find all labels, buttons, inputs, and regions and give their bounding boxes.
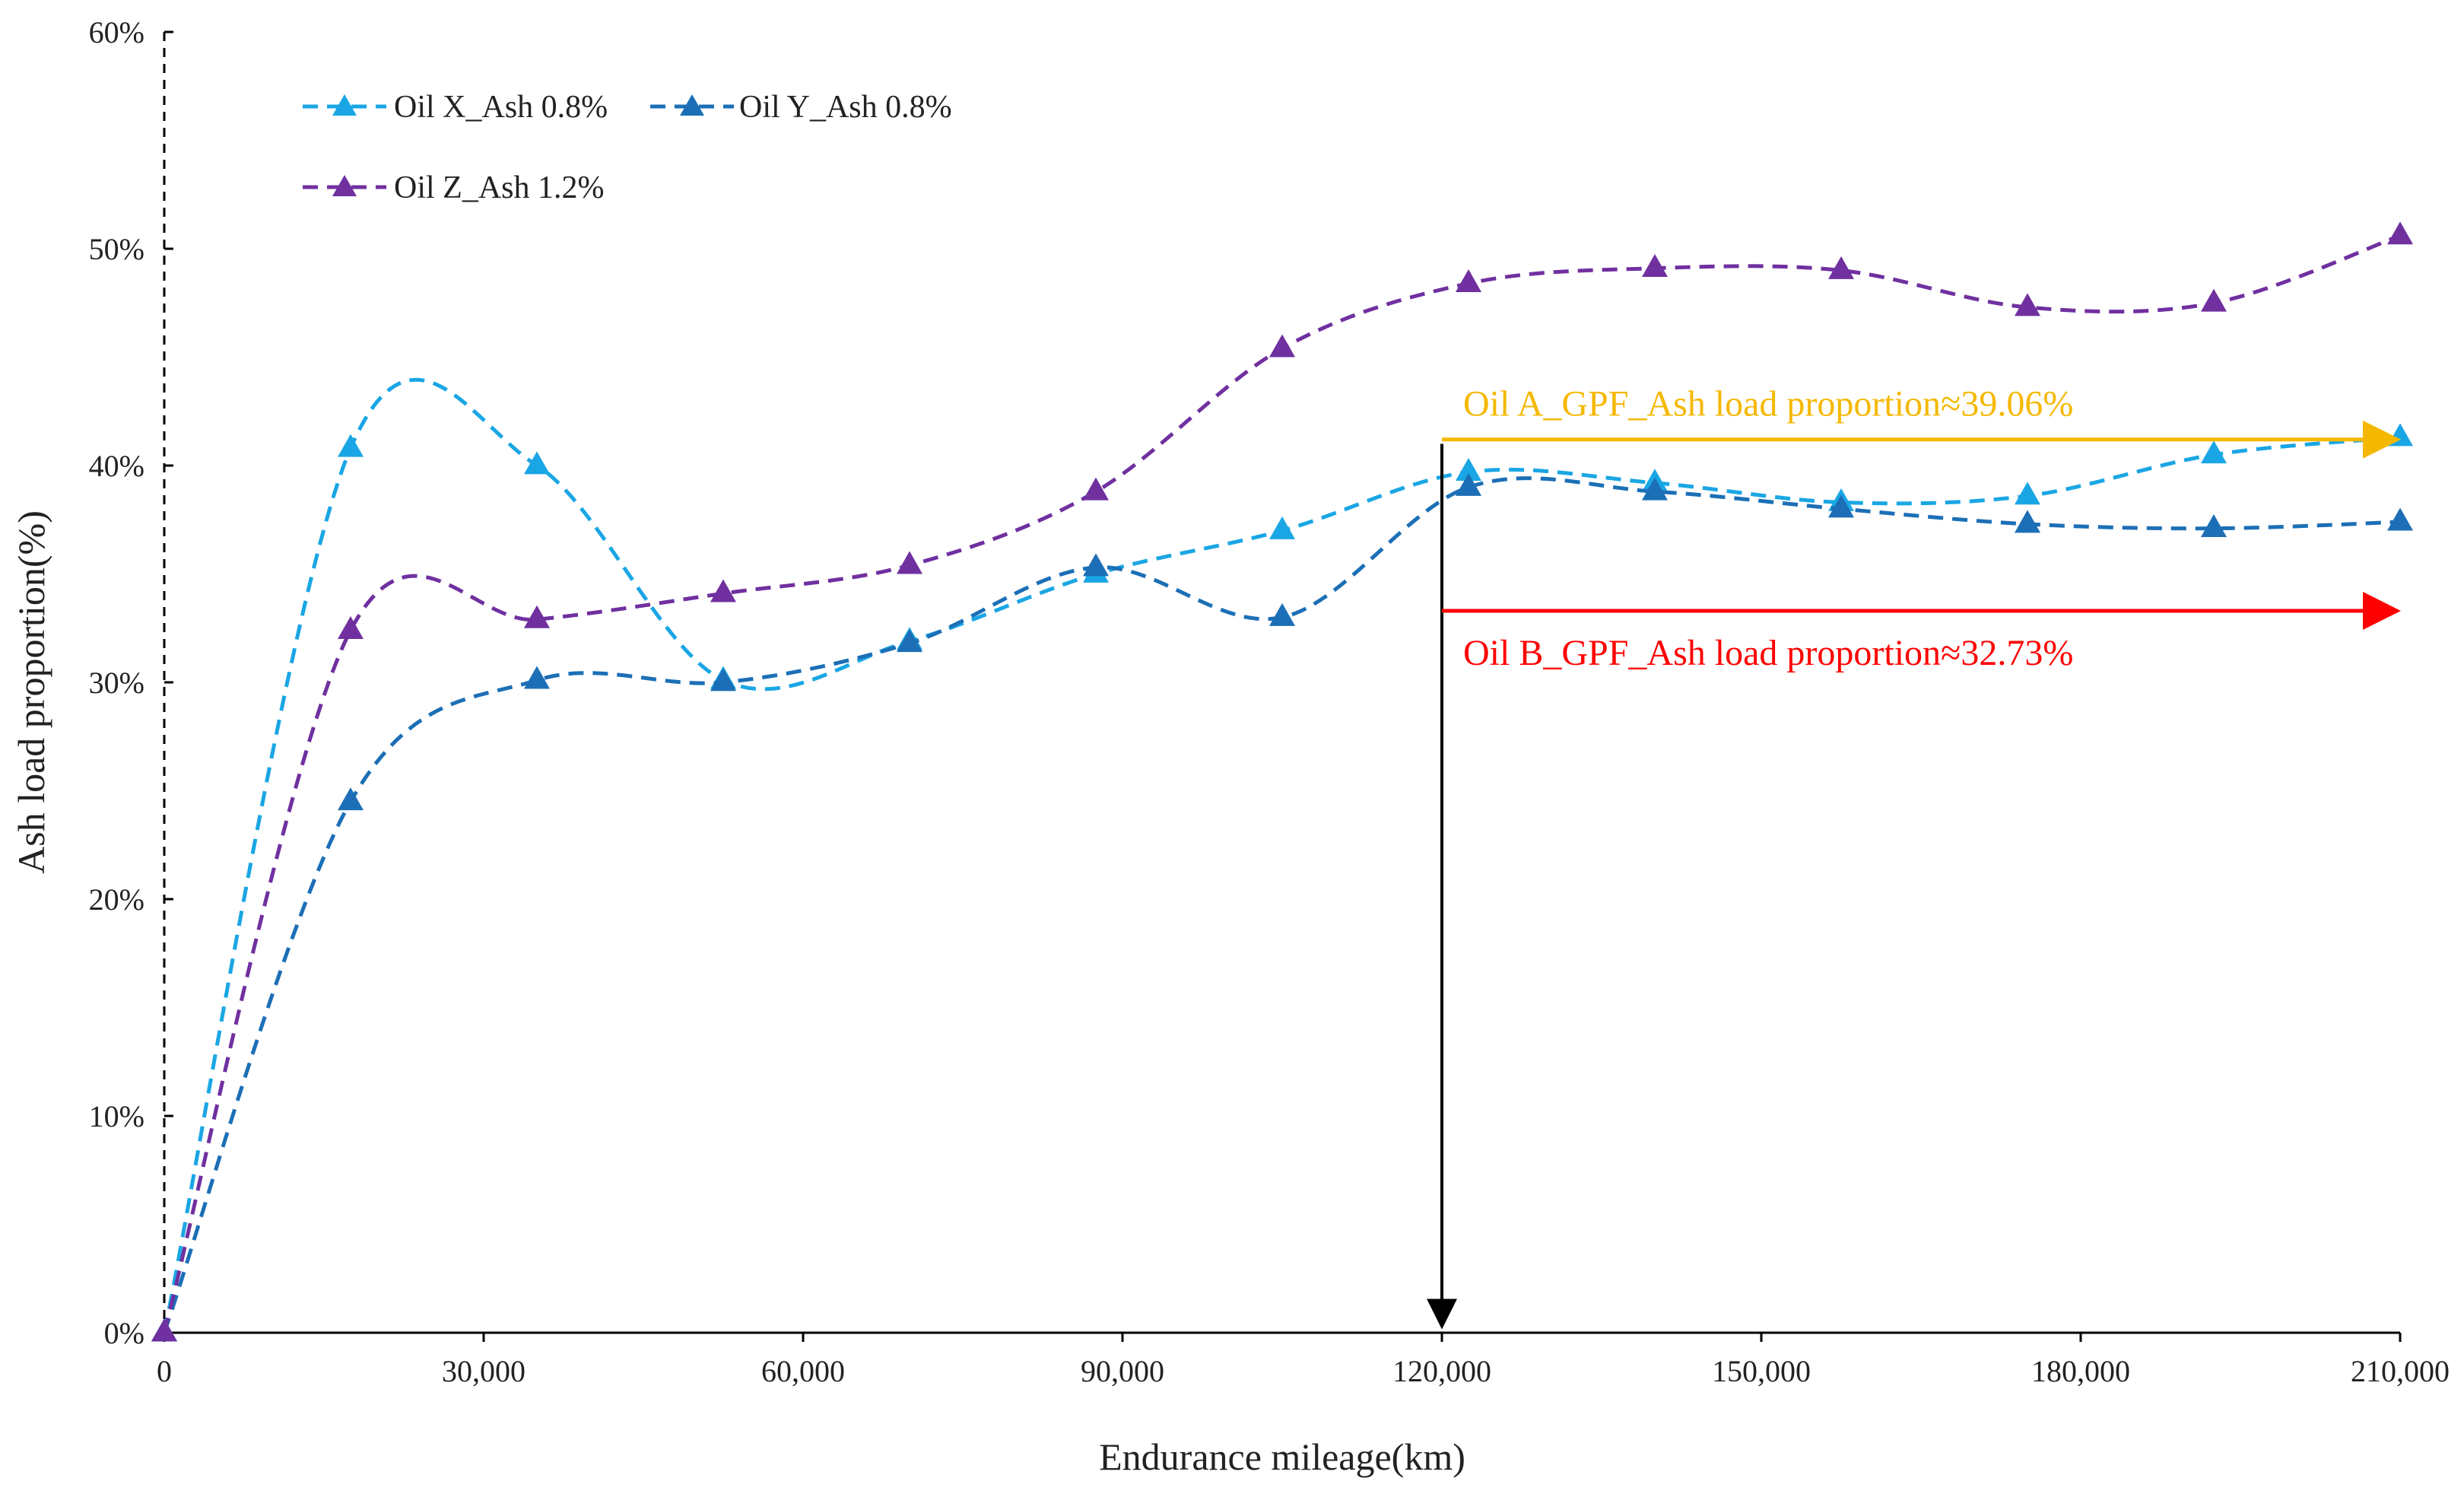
data-point: [151, 1318, 177, 1342]
data-point: [524, 605, 550, 628]
data-point: [2387, 507, 2413, 531]
y-tick-label: 10%: [89, 1099, 144, 1133]
data-point: [897, 629, 922, 653]
data-point: [2387, 423, 2413, 447]
x-tick-label: 120,000: [1392, 1354, 1491, 1388]
data-point: [1828, 256, 1854, 279]
data-point: [897, 551, 922, 574]
data-point: [2201, 288, 2227, 312]
series-oil-y-ash-0-8: [151, 472, 2413, 1342]
series-oil-x-ash-0-8: [151, 377, 2413, 1342]
data-point: [2201, 514, 2227, 538]
annotation-layer: Oil A_GPF_Ash load proportion≈39.06% Oil …: [1427, 383, 2401, 1330]
x-axis-title: Endurance mileage(km): [1099, 1435, 1465, 1478]
x-tick-label: 210,000: [2351, 1354, 2450, 1388]
data-point: [1269, 516, 1295, 539]
data-point: [1456, 472, 1481, 496]
data-point: [2015, 293, 2040, 316]
data-point: [2015, 510, 2040, 533]
data-point: [1828, 494, 1854, 518]
data-point: [710, 579, 736, 602]
y-tick-label: 50%: [89, 232, 144, 266]
annotation-label-oil-b: Oil B_GPF_Ash load proportion≈32.73%: [1463, 633, 2073, 673]
data-point: [1642, 477, 1668, 501]
legend-marker-oil-y: [680, 94, 704, 116]
legend-label-oil-y: Oil Y_Ash 0.8%: [739, 90, 952, 125]
y-ticks: 0% 10% 20% 30% 40% 50% 60%: [89, 15, 173, 1350]
data-point: [710, 668, 736, 691]
legend: Oil X_Ash 0.8% Oil Y_Ash 0.8% Oil Z_Ash …: [303, 90, 952, 205]
legend-marker-oil-z: [332, 175, 357, 196]
legend-label-oil-x: Oil X_Ash 0.8%: [394, 90, 608, 125]
data-point: [2387, 221, 2413, 245]
data-point: [338, 616, 364, 639]
y-tick-label: 60%: [89, 15, 144, 49]
annotation-label-oil-a: Oil A_GPF_Ash load proportion≈39.06%: [1463, 383, 2073, 424]
legend-label-oil-z: Oil Z_Ash 1.2%: [394, 170, 605, 205]
series-line-oil-y-ash-0-8: [162, 476, 2401, 1333]
data-point: [1083, 553, 1109, 577]
data-point: [524, 451, 550, 475]
x-tick-label: 180,000: [2031, 1354, 2130, 1388]
x-tick-label: 150,000: [1712, 1354, 1811, 1388]
data-point: [1083, 477, 1109, 501]
series-layer: [151, 221, 2413, 1342]
data-point: [338, 787, 364, 811]
y-tick-label: 20%: [89, 882, 144, 917]
series-line-oil-z-ash-1-2: [162, 234, 2401, 1333]
x-ticks: 0 30,000 60,000 90,000 120,000 150,000 180,000…: [157, 1333, 2450, 1388]
legend-marker-oil-x: [332, 94, 357, 116]
data-point: [1269, 602, 1295, 626]
x-tick-label: 90,000: [1081, 1354, 1164, 1388]
data-point: [1642, 254, 1668, 278]
y-axis-title: Ash load proportion(%): [10, 510, 52, 874]
series-oil-z-ash-1-2: [151, 221, 2413, 1342]
y-tick-label: 40%: [89, 449, 144, 483]
data-point: [1456, 269, 1481, 292]
data-point: [1456, 457, 1481, 481]
legend-item-oil-z: Oil Z_Ash 1.2%: [303, 170, 605, 205]
y-tick-label: 0%: [104, 1316, 144, 1350]
x-tick-label: 60,000: [761, 1354, 845, 1388]
legend-item-oil-y: Oil Y_Ash 0.8%: [650, 90, 952, 125]
data-point: [2201, 440, 2227, 464]
axes: [163, 32, 2400, 1334]
x-tick-label: 30,000: [442, 1354, 526, 1388]
data-point: [2015, 482, 2040, 505]
data-point: [1269, 334, 1295, 358]
data-point: [524, 666, 550, 689]
y-tick-label: 30%: [89, 666, 144, 700]
data-point: [338, 434, 364, 457]
x-tick-label: 0: [157, 1354, 172, 1388]
legend-item-oil-x: Oil X_Ash 0.8%: [303, 90, 608, 125]
